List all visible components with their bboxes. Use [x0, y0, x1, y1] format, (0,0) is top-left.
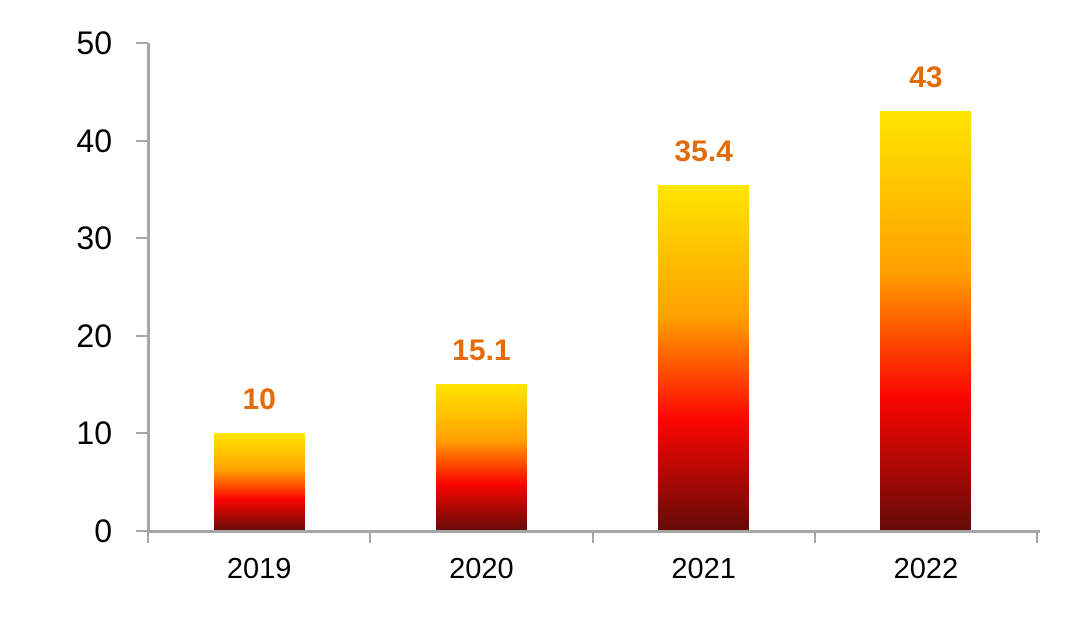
- y-tick-mark-50: [136, 42, 148, 44]
- y-tick-label-50: 50: [76, 25, 112, 61]
- bar-2022: [880, 111, 972, 531]
- x-tick-label-2021: 2021: [671, 553, 736, 585]
- x-tick-mark-4: [1036, 531, 1038, 543]
- y-tick-mark-40: [136, 139, 148, 142]
- x-tick-mark-0: [147, 531, 149, 543]
- y-tick-mark-30: [136, 237, 148, 240]
- y-tick-mark-20: [136, 334, 148, 337]
- x-tick-mark-3: [813, 531, 816, 543]
- bar-value-label-2020: 15.1: [452, 333, 511, 367]
- y-axis-line: [147, 43, 150, 533]
- x-tick-mark-1: [369, 531, 372, 543]
- bar-value-label-2019: 10: [242, 383, 276, 417]
- x-tick-mark-2: [591, 531, 594, 543]
- bar-2020: [435, 383, 527, 531]
- bar-2021: [658, 185, 750, 531]
- bar-2019: [213, 433, 305, 531]
- y-tick-label-0: 0: [94, 513, 112, 549]
- y-tick-label-10: 10: [76, 415, 112, 452]
- y-tick-mark-10: [136, 432, 148, 435]
- x-tick-label-2019: 2019: [226, 553, 292, 585]
- x-tick-label-2020: 2020: [449, 553, 514, 585]
- bar-value-label-2021: 35.4: [674, 135, 733, 169]
- x-tick-label-2022: 2022: [893, 553, 959, 585]
- y-tick-label-30: 30: [76, 220, 112, 257]
- bar-value-label-2022: 43: [909, 61, 943, 95]
- y-tick-label-20: 20: [76, 317, 112, 354]
- y-tick-label-40: 40: [76, 122, 112, 159]
- x-axis-line: [147, 530, 1040, 533]
- y-tick-mark-0: [136, 530, 148, 532]
